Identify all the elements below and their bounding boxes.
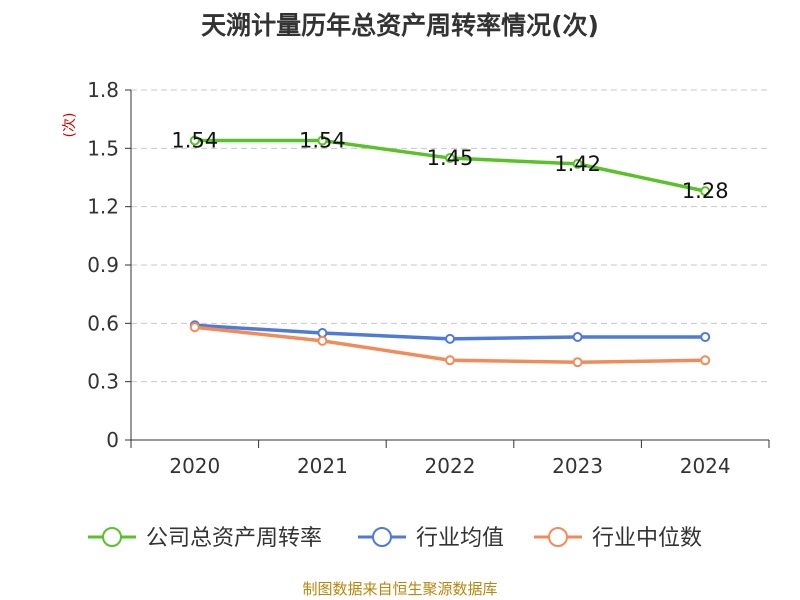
axes: 0 0.3 0.6 0.9 1.2 1.5 1.8 2020 2021 2022 2023 2024 bbox=[87, 78, 770, 478]
industry-mean-point bbox=[572, 331, 583, 342]
y-tick-label: 1.5 bbox=[87, 136, 119, 160]
industry-median-point bbox=[572, 357, 583, 368]
y-tick-label: 1.2 bbox=[87, 195, 119, 219]
industry-mean-point bbox=[445, 333, 455, 344]
company-turnover-data-label: 1.54 bbox=[171, 129, 218, 153]
company-turnover-data-label: 1.42 bbox=[554, 152, 601, 176]
industry-median-point bbox=[700, 355, 711, 366]
legend-item-company-turnover[interactable]: 公司总资产周转率 bbox=[88, 526, 322, 551]
company-turnover-data-label: 1.45 bbox=[427, 146, 474, 170]
y-tick-label: 0.6 bbox=[87, 311, 119, 335]
legend[interactable]: 公司总资产周转率 行业均值 行业中位数 bbox=[88, 526, 702, 551]
company-turnover-point bbox=[572, 158, 583, 169]
company-turnover-data-label: 1.54 bbox=[299, 129, 346, 153]
source-note: 制图数据来自恒生聚源数据库 bbox=[302, 580, 498, 598]
industry-median-point bbox=[445, 355, 455, 366]
y-tick-label: 0 bbox=[106, 428, 119, 452]
legend-label: 公司总资产周转率 bbox=[146, 526, 322, 551]
company-turnover-data-label: 1.28 bbox=[682, 179, 729, 203]
legend-marker-icon bbox=[102, 527, 122, 547]
industry-mean-point bbox=[700, 331, 711, 342]
x-tick-label: 2022 bbox=[425, 454, 476, 478]
chart-title: 天溯计量历年总资产周转率情况(次) bbox=[201, 11, 599, 40]
x-tick-label: 2020 bbox=[169, 454, 220, 478]
legend-label: 行业中位数 bbox=[592, 526, 702, 551]
y-tick-label: 1.8 bbox=[87, 78, 119, 102]
grid-lines bbox=[131, 89, 769, 383]
x-tick-label: 2023 bbox=[552, 454, 603, 478]
company-turnover-point bbox=[700, 186, 711, 197]
y-tick-label: 0.9 bbox=[87, 253, 119, 277]
legend-item-industry-median[interactable]: 行业中位数 bbox=[534, 526, 702, 551]
legend-label: 行业均值 bbox=[416, 526, 504, 551]
series-layer: 1.54 1.54 1.45 1.42 1.28 bbox=[171, 129, 729, 368]
company-turnover-point bbox=[189, 135, 200, 146]
legend-item-industry-mean[interactable]: 行业均值 bbox=[358, 526, 504, 551]
legend-marker-icon bbox=[548, 527, 568, 547]
y-tick-label: 0.3 bbox=[87, 370, 119, 394]
industry-median-point bbox=[189, 322, 200, 333]
legend-marker-icon bbox=[372, 527, 392, 547]
y-axis-label: (次) bbox=[62, 113, 78, 138]
x-tick-label: 2024 bbox=[680, 454, 731, 478]
x-tick-label: 2021 bbox=[297, 454, 348, 478]
company-turnover-point bbox=[317, 135, 328, 146]
industry-median-point bbox=[317, 335, 328, 346]
company-turnover-point bbox=[445, 153, 455, 164]
